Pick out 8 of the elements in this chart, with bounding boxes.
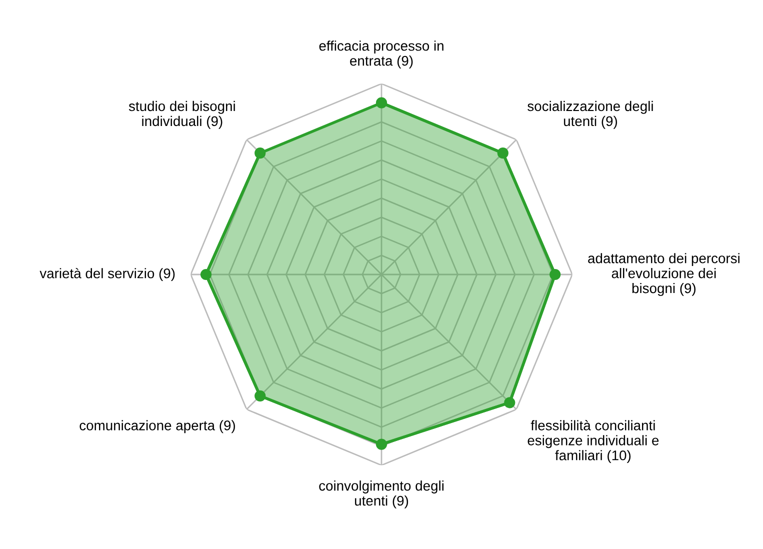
- spoke-label: coinvolgimento degli utenti (9): [319, 480, 444, 508]
- spoke-label: adattamento dei percorsi all'evoluzione dei bisogni (9): [588, 253, 740, 296]
- spoke-label: flessibilità concilianti esigenze individuali e familiari (10): [528, 420, 659, 464]
- spoke-label: efficacia processo in entrata (9): [319, 40, 444, 68]
- spoke-label: studio dei bisogni individuali (9): [128, 100, 235, 129]
- spoke-label: varietà del servizio (9): [40, 268, 175, 282]
- spoke-label: comunicazione aperta (9): [80, 420, 235, 434]
- spoke-label: socializzazione degli utenti (9): [528, 100, 653, 129]
